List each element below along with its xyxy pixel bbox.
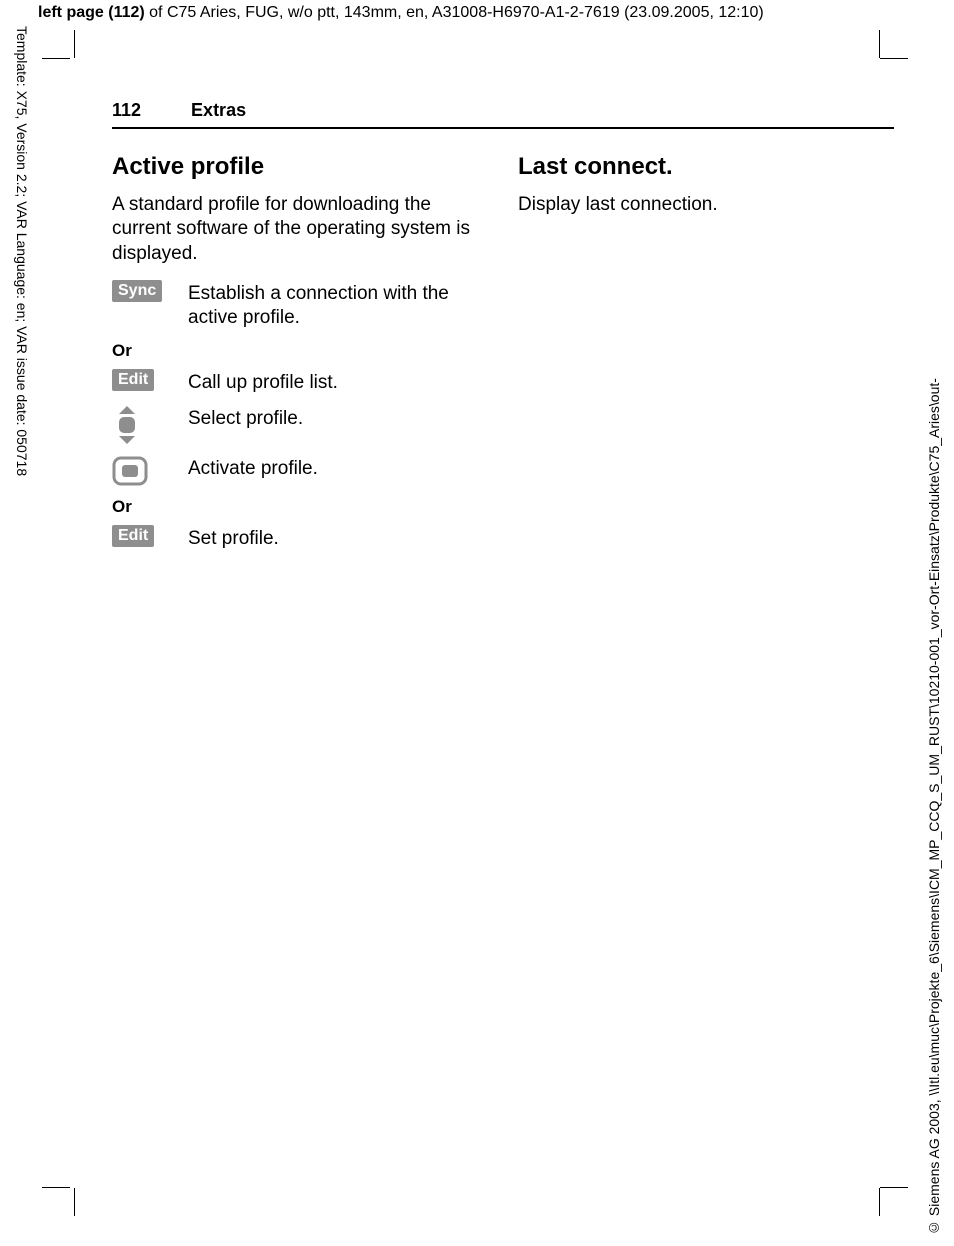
- desc-center: Activate profile.: [188, 455, 318, 481]
- right-sidetext: © Siemens AG 2003, \\Itl.eu\muc\Projekte…: [926, 60, 946, 1236]
- desc-sync: Establish a connection with the active p…: [188, 280, 488, 331]
- right-column: Last connect. Display last connection.: [518, 153, 894, 561]
- crop-mark: [42, 58, 70, 59]
- crop-mark: [880, 1187, 908, 1188]
- crop-mark: [74, 1188, 75, 1216]
- center-key-icon: [112, 455, 188, 487]
- page: left page (112) of C75 Aries, FUG, w/o p…: [0, 0, 954, 1246]
- top-header: left page (112) of C75 Aries, FUG, w/o p…: [38, 4, 944, 22]
- section-name: Extras: [191, 100, 246, 121]
- row-center: Activate profile.: [112, 455, 488, 487]
- running-head: 112 Extras: [112, 100, 894, 129]
- crop-mark: [879, 1188, 880, 1216]
- top-header-suffix: , A31008-H6970-A1-2-7619 (23.09.2005, 12…: [424, 4, 764, 21]
- top-header-lang: en: [406, 4, 424, 21]
- row-edit-2: Edit Set profile.: [112, 525, 488, 551]
- page-number: 112: [112, 100, 141, 121]
- desc-edit-1: Call up profile list.: [188, 369, 338, 395]
- softkey-label: Edit: [112, 525, 154, 547]
- crop-mark: [42, 1187, 70, 1188]
- crop-mark: [879, 30, 880, 58]
- intro-para: A standard profile for downloading the c…: [112, 193, 488, 266]
- left-sidetext: Template: X75, Version 2.2; VAR Language…: [10, 26, 30, 586]
- softkey-label: Edit: [112, 369, 154, 391]
- top-header-mid: of C75 Aries, FUG, w/o ptt, 143mm,: [145, 4, 406, 21]
- or-label-2: Or: [112, 497, 488, 517]
- columns: Active profile A standard profile for do…: [112, 153, 894, 561]
- softkey-label: Sync: [112, 280, 162, 302]
- or-label: Or: [112, 341, 488, 361]
- crop-mark: [74, 30, 75, 58]
- crop-mark: [880, 58, 908, 59]
- heading-last-connect: Last connect.: [518, 153, 894, 181]
- row-nav: Select profile.: [112, 405, 488, 445]
- softkey-edit: Edit: [112, 369, 188, 391]
- last-connect-body: Display last connection.: [518, 193, 894, 217]
- desc-edit-2: Set profile.: [188, 525, 279, 551]
- row-edit-1: Edit Call up profile list.: [112, 369, 488, 395]
- left-column: Active profile A standard profile for do…: [112, 153, 488, 561]
- nav-up-down-icon: [112, 405, 188, 445]
- softkey-sync: Sync: [112, 280, 188, 302]
- content-area: 112 Extras Active profile A standard pro…: [112, 100, 894, 1156]
- softkey-edit: Edit: [112, 525, 188, 547]
- desc-nav: Select profile.: [188, 405, 303, 431]
- top-header-bold: left page (112): [38, 4, 145, 21]
- row-sync: Sync Establish a connection with the act…: [112, 280, 488, 331]
- heading-active-profile: Active profile: [112, 153, 488, 181]
